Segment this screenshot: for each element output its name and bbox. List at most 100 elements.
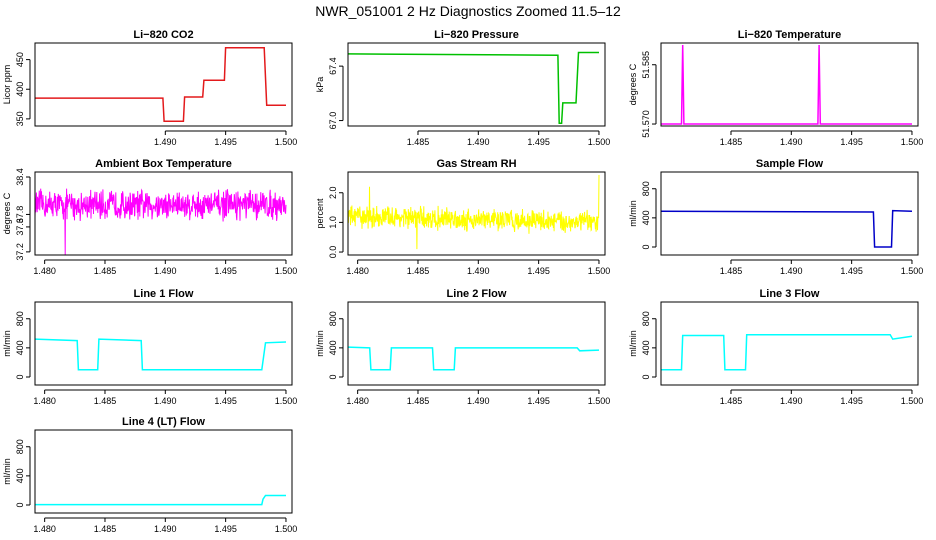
panel-10-y-tick-label: 0 (15, 502, 25, 507)
panel-4-y-tick-label: 37.2 (15, 243, 25, 261)
panel-5-y-label: percent (315, 198, 325, 229)
panel-7-x-tick-label: 1.490 (154, 396, 177, 406)
panel-9-y-tick-label: 800 (641, 311, 651, 326)
panel-1-title: Li−820 CO2 (133, 29, 193, 41)
panel-1-series-line (35, 46, 286, 123)
panel-4-x-tick-label: 1.495 (214, 266, 237, 276)
panel-6-x-tick-label: 1.495 (840, 266, 863, 276)
panel-3-y-label: degrees C (628, 63, 638, 105)
panel-7-plot-frame (34, 301, 293, 386)
panel-9: Line 3 Flow 1.485 1.490 1.495 1.500 0 400 800ml… (628, 288, 923, 406)
panel-3-x-tick-label: 1.485 (720, 137, 743, 147)
panel-10-y-label: ml/min (2, 458, 12, 485)
panel-8-y-tick-label: 400 (328, 340, 338, 355)
panel-8-y-tick-label: 800 (328, 311, 338, 326)
panel-10-y-tick-label: 800 (15, 439, 25, 454)
panel-2-x-tick-label: 1.490 (467, 137, 490, 147)
panel-6-y-label: ml/min (628, 200, 638, 227)
panel-8-y-label: ml/min (315, 330, 325, 357)
panel-5-title: Gas Stream RH (436, 158, 516, 170)
panel-1-x-tick-label: 1.500 (275, 137, 298, 147)
panel-4-y-tick-label: 37.6 (15, 218, 25, 236)
panel-8-plot-frame (347, 301, 606, 386)
panel-1-y-label: Licor ppm (2, 65, 12, 105)
panel-10-x-tick-label: 1.495 (214, 524, 237, 534)
panel-8-y-tick-label: 0 (328, 374, 338, 379)
panel-9-title: Line 3 Flow (760, 288, 820, 300)
panel-8-x-tick-label: 1.490 (467, 396, 490, 406)
panel-7-y-tick-label: 400 (15, 340, 25, 355)
panel-3-x-tick-label: 1.495 (840, 137, 863, 147)
panel-2-x-tick-label: 1.485 (407, 137, 430, 147)
panel-9-x-tick-label: 1.490 (780, 396, 803, 406)
panel-8-x-tick-label: 1.480 (346, 396, 369, 406)
panel-8-x-tick-label: 1.485 (407, 396, 430, 406)
panel-2: Li−820 Pressure 1.485 1.490 1.495 1.500 67.0 6… (315, 29, 610, 147)
panel-6-y-tick-label: 800 (641, 181, 651, 196)
panel-3-title: Li−820 Temperature (738, 29, 841, 41)
panel-2-y-tick-label: 67.4 (328, 57, 338, 75)
panel-10-x-tick-label: 1.500 (275, 524, 298, 534)
panel-7: Line 1 Flow 1.480 1.485 1.490 1.495 1.500 0 400… (2, 288, 297, 406)
panel-6-x-tick-label: 1.485 (720, 266, 743, 276)
panel-8-series-line (348, 346, 600, 371)
panel-4-plot-frame (34, 171, 293, 256)
panel-4-x-tick-label: 1.490 (154, 266, 177, 276)
panel-2-x-tick-label: 1.500 (588, 137, 611, 147)
panel-7-x-tick-label: 1.485 (94, 396, 117, 406)
figure-title: NWR_051001 2 Hz Diagnostics Zoomed 11.5–… (315, 3, 621, 19)
panel-10-title: Line 4 (LT) Flow (122, 416, 205, 428)
panel-4-x-tick-label: 1.480 (33, 266, 56, 276)
panel-1-y-tick-label: 400 (15, 82, 25, 97)
panel-4-y-tick-label: 38.4 (15, 168, 25, 186)
panel-1-x-tick-label: 1.490 (154, 137, 177, 147)
panel-7-series-line (35, 338, 287, 371)
panel-1: Li−820 CO2 1.490 1.495 1.500 350 400 450Licor … (2, 29, 297, 147)
panel-8-title: Line 2 Flow (447, 288, 507, 300)
panel-4-title: Ambient Box Temperature (95, 158, 232, 170)
panel-3-plot-frame (660, 42, 919, 127)
panel-5-y-tick-label: 2.0 (328, 186, 338, 199)
panel-4-y-label: degrees C (2, 192, 12, 234)
panel-10-series-line (35, 494, 286, 506)
panel-9-x-tick-label: 1.500 (901, 396, 924, 406)
panel-1-y-tick-label: 450 (15, 52, 25, 67)
panel-10-y-tick-label: 400 (15, 468, 25, 483)
panel-grid: Li−820 CO2 1.490 1.495 1.500 350 400 450Licor … (2, 29, 923, 534)
panel-10: Line 4 (LT) Flow 1.480 1.485 1.490 1.495 1.50… (2, 416, 297, 534)
panel-2-title: Li−820 Pressure (434, 29, 519, 41)
panel-3-x-tick-label: 1.500 (901, 137, 924, 147)
panel-1-y-tick-label: 350 (15, 111, 25, 126)
panel-6-series-line (661, 209, 913, 248)
panel-9-x-tick-label: 1.495 (840, 396, 863, 406)
panel-8-x-tick-label: 1.495 (527, 396, 550, 406)
panel-7-title: Line 1 Flow (134, 288, 194, 300)
panel-4-series-line (35, 188, 287, 255)
panel-5-y-tick-label: 1.0 (328, 216, 338, 229)
panel-7-x-tick-label: 1.480 (33, 396, 56, 406)
panel-6: Sample Flow 1.485 1.490 1.495 1.500 0 400 800ml… (628, 158, 923, 276)
panel-2-series-line (348, 51, 599, 125)
panel-5: Gas Stream RH 1.480 1.485 1.490 1.495 1.500 0.… (315, 158, 610, 276)
panel-5-x-tick-label: 1.495 (527, 266, 550, 276)
panel-7-y-label: ml/min (2, 330, 12, 357)
panel-10-x-tick-label: 1.490 (154, 524, 177, 534)
panel-7-y-tick-label: 0 (15, 374, 25, 379)
panel-5-series-line (348, 174, 600, 250)
panel-10-x-tick-label: 1.485 (94, 524, 117, 534)
panel-7-y-tick-label: 800 (15, 311, 25, 326)
panel-9-y-label: ml/min (628, 330, 638, 357)
panel-6-plot-frame (660, 171, 919, 256)
panel-2-x-tick-label: 1.495 (527, 137, 550, 147)
panel-5-x-tick-label: 1.480 (346, 266, 369, 276)
panel-2-plot-frame (347, 42, 606, 127)
panel-9-series-line (661, 334, 913, 371)
panel-5-plot-frame (347, 171, 606, 256)
panel-3-y-tick-label: 51.585 (641, 51, 651, 79)
panel-4-x-tick-label: 1.500 (275, 266, 298, 276)
panel-6-y-tick-label: 400 (641, 210, 651, 225)
panel-10-x-tick-label: 1.480 (33, 524, 56, 534)
panel-5-x-tick-label: 1.490 (467, 266, 490, 276)
panel-8: Line 2 Flow 1.480 1.485 1.490 1.495 1.500 0 400… (315, 288, 610, 406)
